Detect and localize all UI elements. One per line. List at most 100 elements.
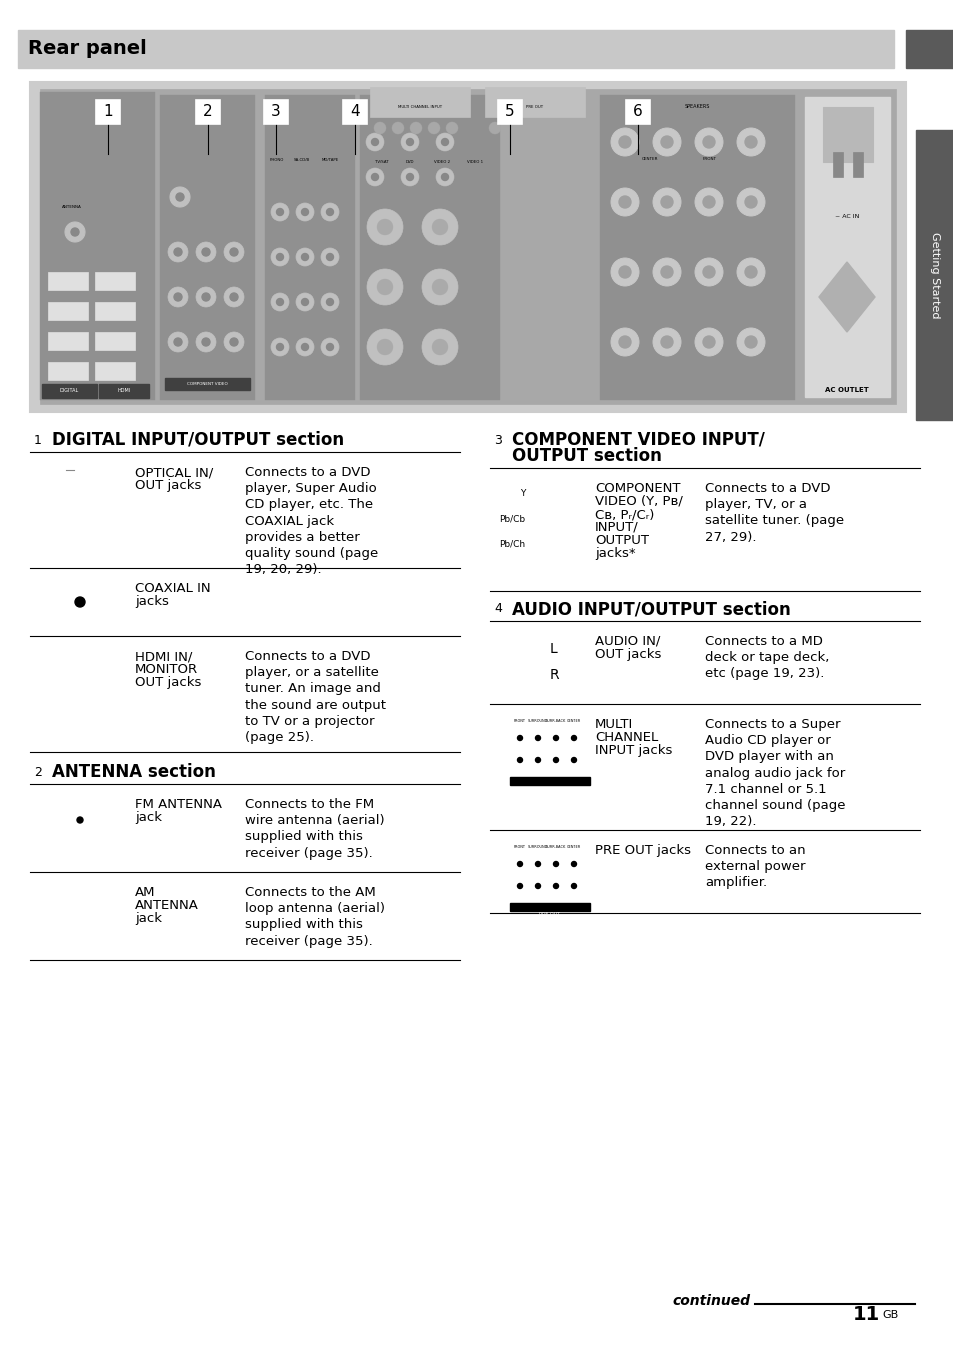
Circle shape — [660, 137, 672, 147]
Text: SPEAKERS: SPEAKERS — [683, 104, 709, 110]
Text: ANTENNA section: ANTENNA section — [52, 763, 215, 781]
Bar — [165, 379, 250, 389]
Text: jacks: jacks — [135, 595, 169, 608]
Circle shape — [202, 247, 210, 256]
Circle shape — [173, 247, 182, 256]
Circle shape — [660, 266, 672, 279]
Circle shape — [522, 642, 537, 656]
Circle shape — [695, 128, 722, 155]
Circle shape — [320, 338, 338, 356]
Bar — [40, 92, 154, 400]
Bar — [490, 433, 505, 448]
Text: AC OUTLET: AC OUTLET — [824, 387, 868, 393]
Bar — [905, 30, 953, 68]
Text: 3: 3 — [271, 104, 280, 119]
Circle shape — [522, 668, 537, 681]
Bar — [62, 886, 78, 909]
Bar — [58, 880, 102, 927]
Circle shape — [168, 242, 188, 262]
Circle shape — [530, 531, 554, 556]
Text: AUDIO IN/: AUDIO IN/ — [595, 635, 659, 648]
Bar — [48, 362, 88, 380]
Bar — [852, 151, 862, 177]
Text: ~ AC IN: ~ AC IN — [834, 215, 859, 219]
Bar — [510, 713, 589, 777]
Text: FRONT: FRONT — [702, 157, 717, 161]
Circle shape — [535, 861, 540, 867]
Text: DIGITAL INPUT/OUTPUT section: DIGITAL INPUT/OUTPUT section — [52, 431, 344, 449]
Bar — [265, 95, 355, 400]
Circle shape — [618, 137, 630, 147]
Text: SA-CD/B: SA-CD/B — [294, 158, 310, 162]
Text: Y: Y — [519, 489, 524, 499]
Text: 1: 1 — [34, 434, 42, 446]
Circle shape — [276, 254, 283, 261]
Text: Connects to an
external power
amplifier.: Connects to an external power amplifier. — [704, 844, 804, 890]
Bar — [82, 886, 98, 909]
Text: ANTENNA: ANTENNA — [62, 206, 82, 210]
Circle shape — [295, 293, 314, 311]
Circle shape — [513, 731, 526, 745]
Text: HDMI: HDMI — [117, 388, 131, 393]
Bar — [484, 87, 584, 118]
Circle shape — [376, 339, 393, 356]
Circle shape — [65, 222, 85, 242]
Text: continued: continued — [671, 1294, 749, 1307]
Circle shape — [489, 122, 500, 134]
Circle shape — [195, 333, 215, 352]
Bar — [95, 362, 135, 380]
Circle shape — [535, 757, 540, 763]
Text: Pb/Ch: Pb/Ch — [498, 539, 524, 549]
Circle shape — [271, 203, 289, 220]
Circle shape — [71, 811, 89, 829]
Circle shape — [531, 857, 544, 871]
Text: 1: 1 — [103, 104, 112, 119]
Circle shape — [432, 339, 448, 356]
Text: 11: 11 — [852, 1305, 879, 1324]
Circle shape — [432, 279, 448, 295]
Circle shape — [421, 269, 457, 306]
Circle shape — [410, 122, 421, 134]
Bar — [510, 838, 589, 903]
Circle shape — [320, 293, 338, 311]
Text: MULTI CHANNEL INPUT: MULTI CHANNEL INPUT — [397, 105, 441, 110]
Text: R: R — [550, 668, 559, 681]
Circle shape — [436, 132, 454, 151]
Text: PRE OUT: PRE OUT — [538, 913, 560, 918]
Circle shape — [230, 293, 237, 301]
Circle shape — [702, 337, 714, 347]
Text: INPUT jacks: INPUT jacks — [595, 744, 672, 757]
Circle shape — [58, 580, 102, 625]
Text: Connects to a DVD
player, Super Audio
CD player, etc. The
COAXIAL jack
provides : Connects to a DVD player, Super Audio CD… — [245, 466, 377, 576]
Circle shape — [737, 188, 764, 216]
Circle shape — [571, 757, 576, 763]
Text: Pb/Cb: Pb/Cb — [498, 515, 524, 523]
Circle shape — [230, 338, 237, 346]
Text: DVD: DVD — [405, 160, 414, 164]
Circle shape — [610, 258, 639, 287]
Circle shape — [542, 122, 555, 134]
Text: INPUT/: INPUT/ — [595, 521, 639, 534]
Text: MONITOR: MONITOR — [135, 662, 198, 676]
Circle shape — [436, 168, 454, 187]
Circle shape — [441, 138, 448, 146]
Circle shape — [535, 735, 540, 741]
Bar — [95, 272, 135, 289]
Text: CENTER: CENTER — [641, 157, 658, 161]
Text: 2: 2 — [34, 765, 42, 779]
Bar — [343, 100, 367, 124]
Bar — [359, 95, 499, 400]
Circle shape — [531, 731, 544, 745]
Circle shape — [301, 343, 308, 350]
Circle shape — [421, 329, 457, 365]
Text: FRONT: FRONT — [514, 719, 525, 723]
Text: ANTENNA: ANTENNA — [135, 899, 198, 913]
Circle shape — [173, 293, 182, 301]
Circle shape — [276, 343, 283, 350]
Text: OUTPUT: OUTPUT — [595, 534, 648, 548]
Bar — [915, 130, 953, 420]
Circle shape — [610, 128, 639, 155]
Circle shape — [737, 258, 764, 287]
Circle shape — [618, 266, 630, 279]
Bar — [40, 89, 895, 404]
